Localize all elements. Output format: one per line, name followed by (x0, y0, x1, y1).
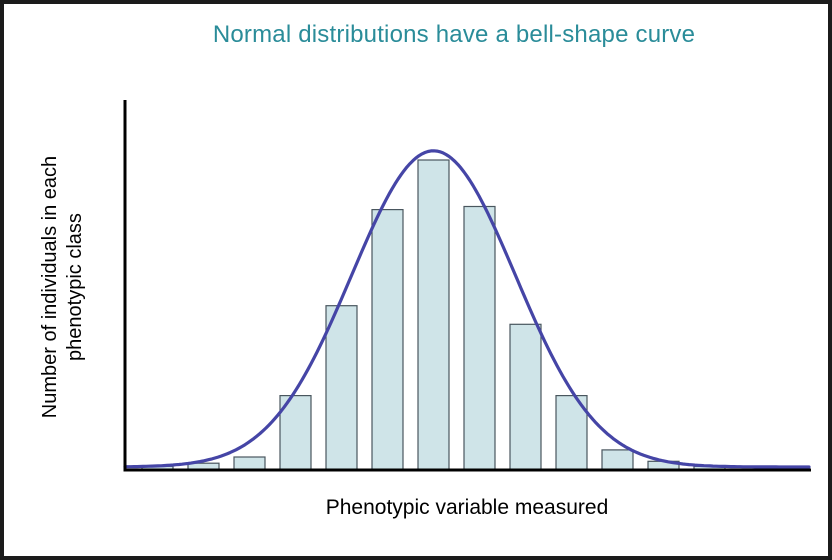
bell-curve (123, 149, 811, 469)
histogram-bar (325, 305, 358, 471)
chart-svg: Number of individuals in each phenotypic… (39, 100, 811, 519)
histogram-bar (233, 456, 266, 471)
y-axis-label-line2: phenotypic class (64, 213, 86, 361)
x-axis-label: Phenotypic variable measured (326, 496, 609, 519)
histogram-bar (509, 323, 542, 471)
histogram-bar (371, 209, 404, 471)
histogram-bar (463, 205, 496, 471)
chart-title-text: Normal distributions have a bell-shape c… (212, 21, 696, 48)
histogram-bars (141, 159, 726, 471)
y-axis-label-line1: Number of individuals in each (39, 156, 61, 418)
histogram-bar (601, 449, 634, 471)
chart-title: Normal distributions have a bell-shape c… (84, 21, 824, 49)
histogram-bar (417, 159, 450, 471)
